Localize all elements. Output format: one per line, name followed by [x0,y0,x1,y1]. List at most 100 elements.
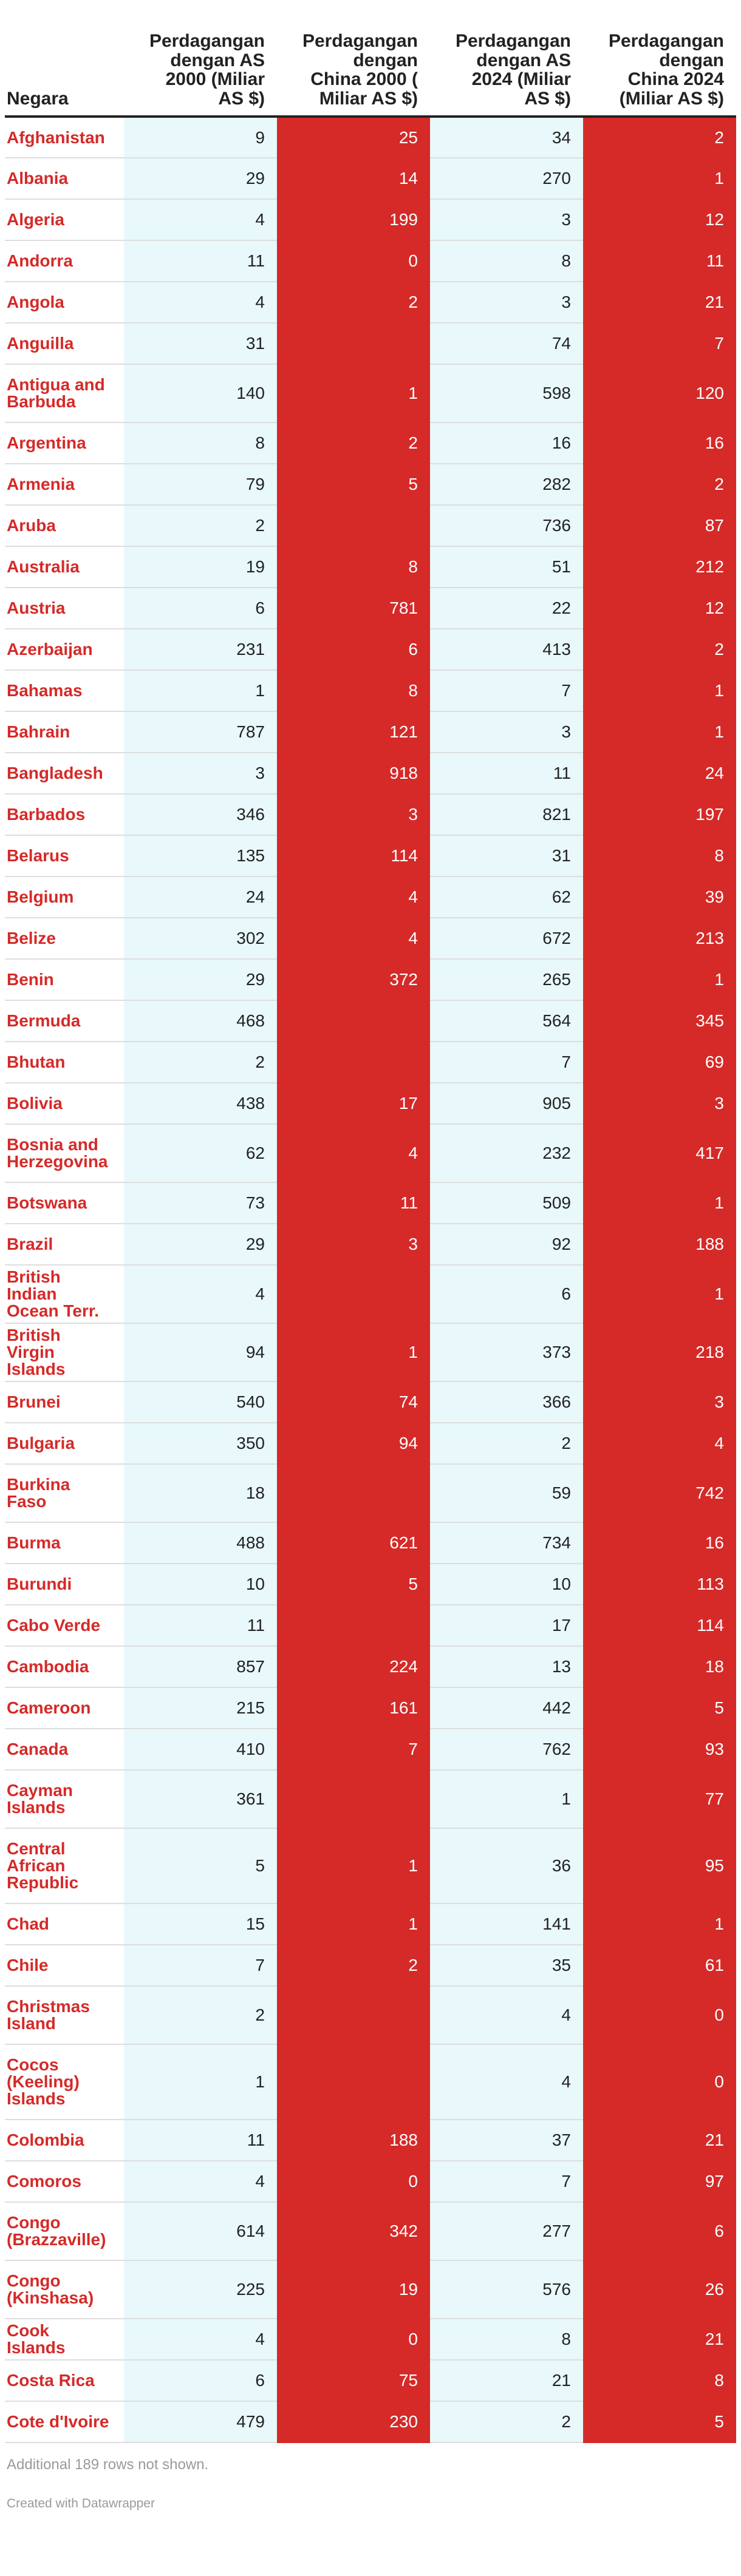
us-2000-value: 29 [124,959,277,1001]
us-2000-value: 3 [124,753,277,795]
us-2000-value: 468 [124,1000,277,1042]
china-2000-value: 1 [277,1323,430,1382]
china-2024-value: 212 [583,546,736,588]
table-row: Azerbaijan 231 6 413 2 [5,629,736,671]
table-row: Burkina Faso 18 59 742 [5,1464,736,1523]
column-header-china-2024[interactable]: Perdagangan dengan China 2024 (Miliar AS $) [583,0,736,118]
table-row: Congo (Kinshasa) 225 19 576 26 [5,2260,736,2319]
table-row: Chad 15 1 141 1 [5,1903,736,1945]
china-2000-value: 4 [277,876,430,918]
us-2024-value: 35 [430,1945,583,1987]
country-name: Angola [5,282,124,324]
china-2000-value: 19 [277,2260,430,2319]
china-2024-value: 1 [583,158,736,200]
china-2024-value: 2 [583,464,736,506]
us-2000-value: 24 [124,876,277,918]
column-header-china-2000[interactable]: Perdagangan dengan China 2000 (Miliar AS $… [277,0,430,118]
country-name: Burundi [5,1564,124,1605]
china-2000-value: 4 [277,918,430,960]
china-2024-value: 3 [583,1381,736,1423]
us-2024-value: 6 [430,1265,583,1324]
china-2000-value: 2 [277,282,430,324]
table-row: Cook Islands 4 0 8 21 [5,2319,736,2361]
us-2024-value: 141 [430,1903,583,1945]
china-2000-value: 25 [277,117,430,158]
us-2024-value: 21 [430,2360,583,2402]
country-name: Albania [5,158,124,200]
country-name: Belize [5,918,124,960]
column-header-us-2024[interactable]: Perdagangan dengan AS 2024 (Miliar AS $) [430,0,583,118]
us-2024-value: 821 [430,794,583,836]
table-row: Bolivia 438 17 905 3 [5,1083,736,1125]
country-name: Andorra [5,240,124,282]
us-2024-value: 8 [430,240,583,282]
china-2000-value: 14 [277,158,430,200]
us-2000-value: 10 [124,1564,277,1605]
us-2024-value: 576 [430,2260,583,2319]
us-2024-value: 672 [430,918,583,960]
us-2000-value: 4 [124,2319,277,2361]
us-2000-value: 215 [124,1687,277,1729]
table-row: Cocos (Keeling) Islands 1 4 0 [5,2044,736,2120]
china-2024-value: 21 [583,2120,736,2161]
china-2000-value: 3 [277,1224,430,1266]
us-2000-value: 346 [124,794,277,836]
china-2000-value: 199 [277,199,430,241]
country-name: Australia [5,546,124,588]
us-2000-value: 614 [124,2202,277,2261]
table-row: Armenia 79 5 282 2 [5,464,736,506]
us-2000-value: 11 [124,240,277,282]
china-2000-value: 94 [277,1423,430,1465]
us-2000-value: 4 [124,282,277,324]
country-name: Cabo Verde [5,1605,124,1647]
china-2024-value: 93 [583,1729,736,1771]
us-2024-value: 509 [430,1182,583,1224]
us-2024-value: 7 [430,1042,583,1083]
us-2000-value: 438 [124,1083,277,1125]
china-2024-value: 1 [583,959,736,1001]
us-2024-value: 92 [430,1224,583,1266]
us-2000-value: 857 [124,1646,277,1688]
us-2000-value: 1 [124,670,277,712]
country-name: Benin [5,959,124,1001]
china-2000-value: 121 [277,711,430,753]
china-2000-value: 6 [277,629,430,671]
us-2024-value: 4 [430,2044,583,2120]
china-2024-value: 61 [583,1945,736,1987]
us-2000-value: 62 [124,1124,277,1183]
us-2024-value: 373 [430,1323,583,1382]
us-2000-value: 361 [124,1770,277,1829]
us-2000-value: 8 [124,422,277,464]
china-2000-value: 5 [277,464,430,506]
china-2024-value: 1 [583,1265,736,1324]
china-2024-value: 11 [583,240,736,282]
table-row: Australia 19 8 51 212 [5,546,736,588]
china-2024-value: 188 [583,1224,736,1266]
table-row: Congo (Brazzaville) 614 342 277 6 [5,2202,736,2261]
table-row: Bosnia and Herzegovina 62 4 232 417 [5,1124,736,1183]
us-2000-value: 1 [124,2044,277,2120]
china-2024-value: 12 [583,588,736,629]
table-row: Bermuda 468 564 345 [5,1000,736,1042]
china-2024-value: 345 [583,1000,736,1042]
china-2024-value: 0 [583,1986,736,2045]
china-2024-value: 3 [583,1083,736,1125]
column-header-us-2000[interactable]: Perdagangan dengan AS 2000 (Miliar AS $) [124,0,277,118]
table-header: Negara Perdagangan dengan AS 2000 (Miliar A… [5,0,736,118]
column-header-country[interactable]: Negara [5,0,124,118]
us-2024-value: 10 [430,1564,583,1605]
china-2024-value: 120 [583,364,736,423]
china-2024-value: 1 [583,711,736,753]
china-2024-value: 8 [583,835,736,877]
us-2000-value: 488 [124,1522,277,1564]
country-name: Anguilla [5,323,124,365]
us-2000-value: 479 [124,2401,277,2443]
country-name: Afghanistan [5,117,124,158]
china-2024-value: 1 [583,670,736,712]
us-2000-value: 787 [124,711,277,753]
china-2024-value: 95 [583,1828,736,1904]
country-name: Antigua and Barbuda [5,364,124,423]
china-2000-value: 17 [277,1083,430,1125]
table-row: Belarus 135 114 31 8 [5,835,736,877]
table-row: Antigua and Barbuda 140 1 598 120 [5,364,736,423]
